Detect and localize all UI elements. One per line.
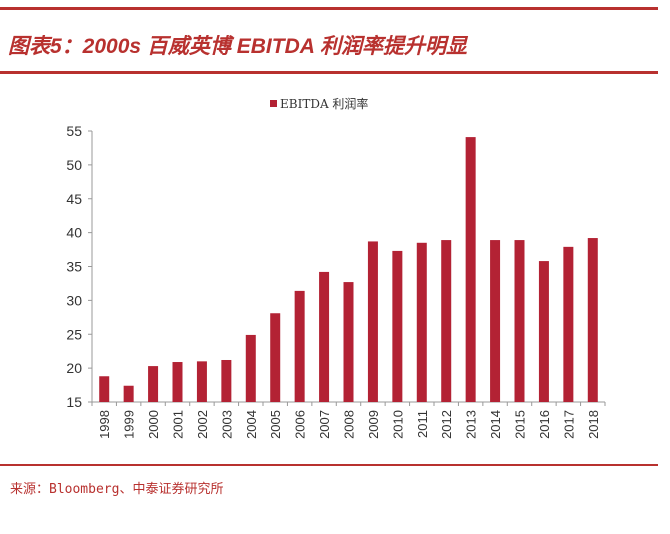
bar-2015 (514, 240, 525, 402)
x-tick-label: 2000 (146, 410, 161, 439)
x-tick-label: 2007 (317, 410, 332, 439)
bar-2010 (392, 250, 403, 402)
y-tick-label: 45 (66, 191, 82, 207)
legend-swatch (270, 100, 277, 107)
bar-2006 (294, 290, 305, 402)
bar-2014 (490, 240, 501, 402)
y-tick-label: 25 (66, 326, 82, 342)
x-tick-label: 2005 (268, 410, 283, 439)
x-tick-label: 2002 (195, 410, 210, 439)
legend-label: EBITDA 利润率 (280, 96, 368, 111)
source-note: 来源：Bloomberg、中泰证券研究所 (10, 482, 224, 497)
x-tick-label: 2001 (171, 410, 186, 439)
bottom-rule (0, 464, 658, 466)
bar-1999 (123, 385, 134, 402)
bar-2007 (319, 271, 330, 402)
y-tick-label: 15 (66, 394, 82, 410)
x-tick-label: 2018 (586, 410, 601, 439)
x-tick-label: 2012 (439, 410, 454, 439)
title-rule (0, 71, 658, 74)
x-tick-label: 2008 (342, 410, 357, 439)
x-tick-label: 2017 (561, 410, 576, 439)
bar-1998 (99, 376, 110, 402)
x-tick-label: 2016 (537, 410, 552, 439)
bar-2009 (367, 241, 378, 402)
x-tick-label: 2011 (415, 410, 430, 438)
bar-2000 (148, 366, 159, 402)
bar-2013 (465, 137, 476, 402)
bar-2003 (221, 359, 232, 402)
bar-2018 (587, 238, 598, 402)
figure-title: 图表5：2000s 百威英博 EBITDA 利润率提升明显 (8, 35, 467, 58)
x-tick-label: 1999 (122, 410, 137, 439)
x-tick-label: 2013 (464, 410, 479, 439)
x-tick-label: 2004 (244, 410, 259, 439)
x-tick-label: 2010 (390, 410, 405, 439)
bar-2001 (172, 362, 183, 402)
y-tick-label: 55 (66, 123, 82, 139)
bar-2005 (270, 313, 281, 402)
bar-2002 (196, 361, 207, 402)
y-tick-label: 20 (66, 360, 82, 376)
top-rule (0, 7, 658, 10)
bar-2016 (538, 261, 549, 402)
bar-chart: 15 20 25 30 35 40 45 50 55 1998 1999 2000 2001 2002 20… (66, 96, 606, 439)
bar-2008 (343, 282, 354, 402)
y-tick-label: 30 (66, 292, 82, 308)
bar-2004 (245, 334, 256, 402)
x-tick-label: 2015 (513, 410, 528, 439)
x-tick-label: 1998 (97, 410, 112, 439)
bar-2011 (416, 242, 427, 402)
bar-2012 (441, 240, 452, 402)
x-tick-label: 2006 (293, 410, 308, 439)
x-tick-label: 2003 (219, 410, 234, 439)
y-tick-label: 35 (66, 259, 82, 275)
bar-2017 (563, 246, 574, 402)
y-tick-label: 50 (66, 157, 82, 173)
y-tick-label: 40 (66, 225, 82, 241)
x-tick-label: 2014 (488, 410, 503, 439)
x-tick-label: 2009 (366, 410, 381, 439)
